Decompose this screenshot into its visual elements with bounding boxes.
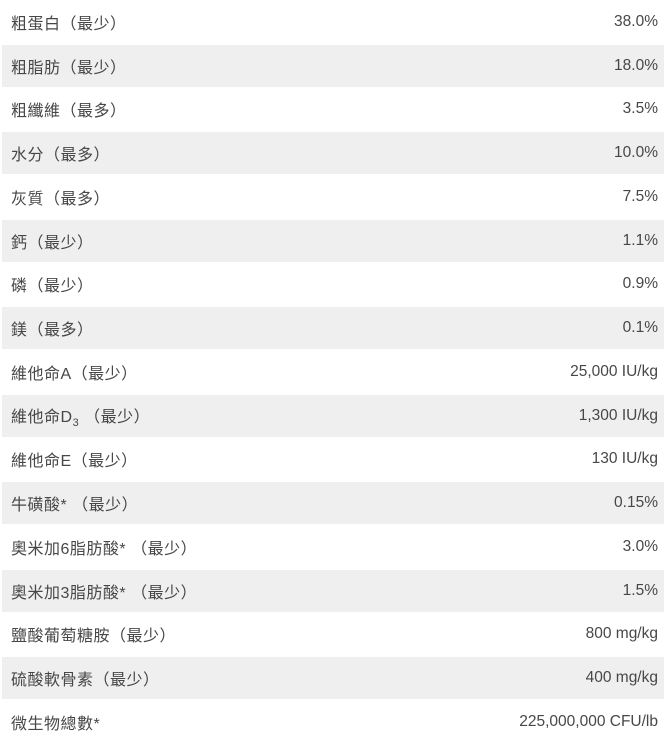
table-row: 鹽酸葡萄糖胺（最少） 800 mg/kg	[2, 612, 664, 657]
table-row: 粗脂肪（最少） 18.0%	[2, 43, 664, 88]
nutrient-label: 鈣（最少）	[11, 234, 94, 252]
table-row: 維他命D3 （最少） 1,300 IU/kg	[2, 393, 664, 438]
nutrient-value: 0.1%	[622, 319, 658, 337]
table-row: 粗纖維（最多） 3.5%	[2, 87, 664, 132]
nutrient-label: 鹽酸葡萄糖胺（最少）	[11, 628, 177, 646]
table-row: 奧米加6脂肪酸* （最少） 3.0%	[2, 525, 664, 569]
nutrient-value: 38.0%	[614, 12, 658, 30]
table-row: 維他命E（最少） 130 IU/kg	[2, 437, 664, 482]
nutrient-label-subscript: 3	[72, 416, 80, 429]
nutrient-label: 粗脂肪（最少）	[11, 59, 127, 77]
nutrient-label: 水分（最多）	[11, 147, 111, 165]
nutrient-value: 400 mg/kg	[585, 669, 658, 687]
nutrient-label: 微生物總數*	[11, 715, 101, 733]
nutrient-label: 維他命E（最少）	[11, 453, 138, 471]
nutrient-value: 7.5%	[622, 187, 658, 205]
nutrient-label: 粗纖維（最多）	[11, 103, 127, 121]
nutrient-value: 800 mg/kg	[585, 625, 658, 643]
nutrient-label-pre: 維他命D	[11, 408, 73, 426]
nutrient-value: 1.5%	[622, 581, 658, 599]
nutrient-value: 225,000,000 CFU/lb	[519, 712, 658, 730]
nutrient-label: 粗蛋白（最少）	[11, 15, 127, 33]
table-row: 牛磺酸* （最少） 0.15%	[2, 481, 664, 525]
nutrient-label: 硫酸軟骨素（最少）	[11, 672, 160, 690]
table-row: 水分（最多） 10.0%	[2, 131, 664, 175]
nutrient-label-post: （最少）	[79, 408, 151, 426]
nutrient-label: 奧米加3脂肪酸* （最少）	[11, 584, 198, 602]
table-row: 磷（最少） 0.9%	[2, 262, 664, 307]
table-row: 奧米加3脂肪酸* （最少） 1.5%	[2, 568, 664, 613]
nutrient-label: 維他命D3 （最少）	[2, 403, 150, 429]
nutrient-value: 10.0%	[614, 144, 658, 162]
nutrient-value: 1,300 IU/kg	[578, 406, 658, 424]
nutrient-label: 灰質（最多）	[11, 190, 111, 208]
table-row: 微生物總數* 225,000,000 CFU/lb	[2, 700, 664, 744]
nutrient-label: 鎂（最多）	[11, 322, 94, 340]
nutrient-value: 25,000 IU/kg	[570, 362, 658, 380]
table-row: 鎂（最多） 0.1%	[2, 306, 664, 350]
table-row: 鈣（最少） 1.1%	[2, 218, 664, 263]
nutrient-label: 牛磺酸* （最少）	[11, 497, 139, 515]
table-row: 硫酸軟骨素（最少） 400 mg/kg	[2, 656, 664, 700]
nutrient-value: 18.0%	[614, 56, 658, 74]
nutrient-value: 130 IU/kg	[591, 450, 658, 468]
nutrient-label: 維他命A（最少）	[11, 365, 138, 383]
nutrient-value: 3.0%	[622, 537, 658, 555]
table-row: 維他命A（最少） 25,000 IU/kg	[2, 350, 664, 394]
nutrient-label: 奧米加6脂肪酸* （最少）	[11, 540, 198, 558]
nutrient-label: 磷（最少）	[11, 278, 94, 296]
nutrient-value: 1.1%	[622, 231, 658, 249]
nutrient-value: 3.5%	[622, 100, 658, 118]
table-row: 灰質（最多） 7.5%	[2, 175, 664, 219]
nutrient-value: 0.9%	[622, 275, 658, 293]
table-row: 粗蛋白（最少） 38.0%	[2, 0, 664, 44]
nutrient-value: 0.15%	[614, 494, 658, 512]
